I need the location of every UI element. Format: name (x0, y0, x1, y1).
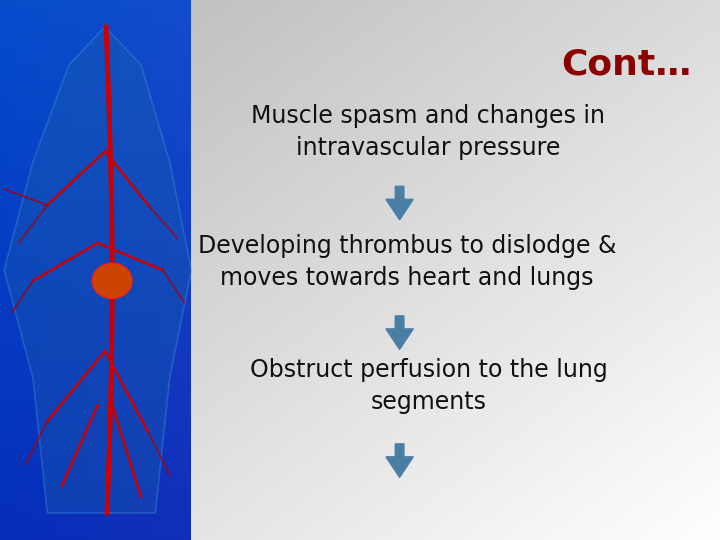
Text: Muscle spasm and changes in
intravascular pressure: Muscle spasm and changes in intravascula… (251, 105, 606, 160)
FancyArrow shape (386, 316, 413, 349)
Ellipse shape (92, 263, 132, 298)
Text: Cont…: Cont… (561, 48, 692, 82)
Text: Developing thrombus to dislodge &
moves towards heart and lungs: Developing thrombus to dislodge & moves … (197, 234, 616, 289)
FancyArrow shape (386, 444, 413, 477)
FancyArrow shape (386, 186, 413, 220)
Polygon shape (4, 27, 192, 513)
Text: Obstruct perfusion to the lung
segments: Obstruct perfusion to the lung segments (250, 359, 607, 414)
